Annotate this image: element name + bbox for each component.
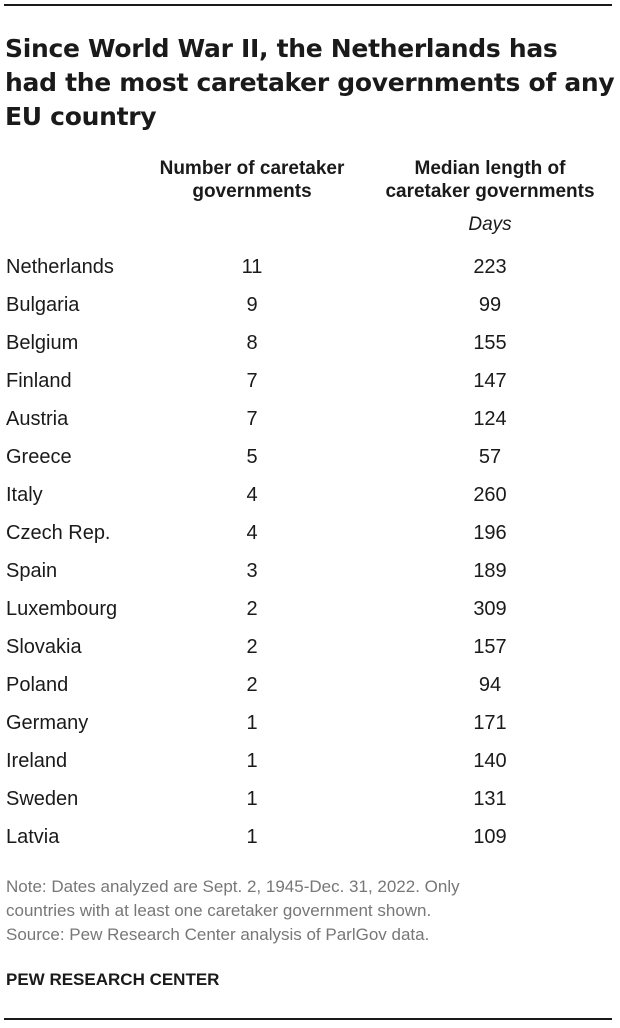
caretaker-count-value: 1 (246, 788, 258, 810)
table-row: Greece 5 57 (0, 438, 620, 476)
median-days-value: 94 (478, 674, 502, 696)
country-label: Czech Rep. (6, 522, 111, 544)
median-days-value: 124 (473, 408, 507, 430)
median-days-value: 131 (473, 788, 507, 810)
country-label: Luxembourg (6, 598, 118, 620)
caretaker-count-value: 5 (246, 446, 258, 468)
country-label: Greece (6, 446, 72, 468)
note-line-2: countries with at least one caretaker go… (6, 901, 432, 920)
country-label: Italy (6, 484, 43, 506)
source-line: Source: Pew Research Center analysis of … (6, 925, 430, 944)
median-days-value: 196 (473, 522, 507, 544)
median-days-value: 147 (473, 370, 507, 392)
table-row: Slovakia 2 157 (0, 628, 620, 666)
table-row: Czech Rep. 4 196 (0, 514, 620, 552)
table-row: Sweden 1 131 (0, 780, 620, 818)
table-row: Spain 3 189 (0, 552, 620, 590)
count-header-line2: governments (192, 181, 312, 202)
count-column-header: Number of caretaker governments (138, 157, 366, 203)
caretaker-count-value: 2 (246, 674, 258, 696)
caretaker-count-value: 7 (246, 370, 258, 392)
table-row: Italy 4 260 (0, 476, 620, 514)
caretaker-count-value: 11 (241, 256, 263, 278)
median-days-value: 189 (473, 560, 507, 582)
country-label: Ireland (6, 750, 68, 772)
caretaker-count-value: 1 (246, 750, 258, 772)
country-label: Austria (6, 408, 69, 430)
country-label: Belgium (6, 332, 79, 354)
median-units-label: Days (468, 214, 512, 235)
country-label: Sweden (6, 788, 79, 810)
caretaker-count-value: 1 (246, 826, 258, 848)
country-label: Netherlands (6, 256, 114, 278)
table-row: Germany 1 171 (0, 704, 620, 742)
table-row: Ireland 1 140 (0, 742, 620, 780)
country-label: Slovakia (6, 636, 82, 658)
caretaker-count-value: 4 (246, 522, 258, 544)
country-label: Bulgaria (6, 294, 80, 316)
caretaker-count-value: 2 (246, 636, 258, 658)
caretaker-count-value: 7 (246, 408, 258, 430)
table-row: Luxembourg 2 309 (0, 590, 620, 628)
country-label: Poland (6, 674, 69, 696)
data-table: Netherlands 11 223 Bulgaria 9 99 Belgium 8 155 Fi… (0, 248, 620, 856)
table-row: Latvia 1 109 (0, 818, 620, 856)
table-row: Netherlands 11 223 (0, 248, 620, 286)
country-label: Latvia (6, 826, 60, 848)
median-days-value: 109 (473, 826, 507, 848)
caretaker-count-value: 9 (246, 294, 258, 316)
median-days-value: 260 (473, 484, 507, 506)
table-row: Bulgaria 9 99 (0, 286, 620, 324)
caretaker-count-value: 3 (246, 560, 258, 582)
median-days-value: 223 (473, 256, 507, 278)
caretaker-count-value: 1 (246, 712, 258, 734)
median-days-value: 57 (478, 446, 502, 468)
count-header-line1: Number of caretaker (159, 158, 345, 179)
top-rule (4, 4, 612, 6)
median-header-line2: caretaker governments (385, 181, 595, 202)
table-row: Poland 2 94 (0, 666, 620, 704)
median-days-value: 155 (473, 332, 507, 354)
median-header-line1: Median length of (414, 158, 566, 179)
notes: Note: Dates analyzed are Sept. 2, 1945-D… (6, 875, 606, 947)
table-row: Belgium 8 155 (0, 324, 620, 362)
country-label: Spain (6, 560, 58, 582)
median-days-value: 99 (478, 294, 502, 316)
median-days-value: 309 (473, 598, 507, 620)
brand-logo-text: PEW RESEARCH CENTER (6, 970, 220, 989)
median-days-value: 157 (473, 636, 507, 658)
caretaker-count-value: 4 (246, 484, 258, 506)
chart-title: Since World War II, the Netherlands has … (5, 34, 615, 131)
median-column-header: Median length of caretaker governments (362, 157, 618, 203)
caretaker-count-value: 8 (246, 332, 258, 354)
note-line-1: Note: Dates analyzed are Sept. 2, 1945-D… (6, 877, 460, 896)
country-label: Germany (6, 712, 89, 734)
table-row: Finland 7 147 (0, 362, 620, 400)
bottom-rule (4, 1018, 612, 1020)
median-days-value: 140 (473, 750, 507, 772)
caretaker-count-value: 2 (246, 598, 258, 620)
table-row: Austria 7 124 (0, 400, 620, 438)
country-label: Finland (6, 370, 72, 392)
median-days-value: 171 (473, 712, 507, 734)
